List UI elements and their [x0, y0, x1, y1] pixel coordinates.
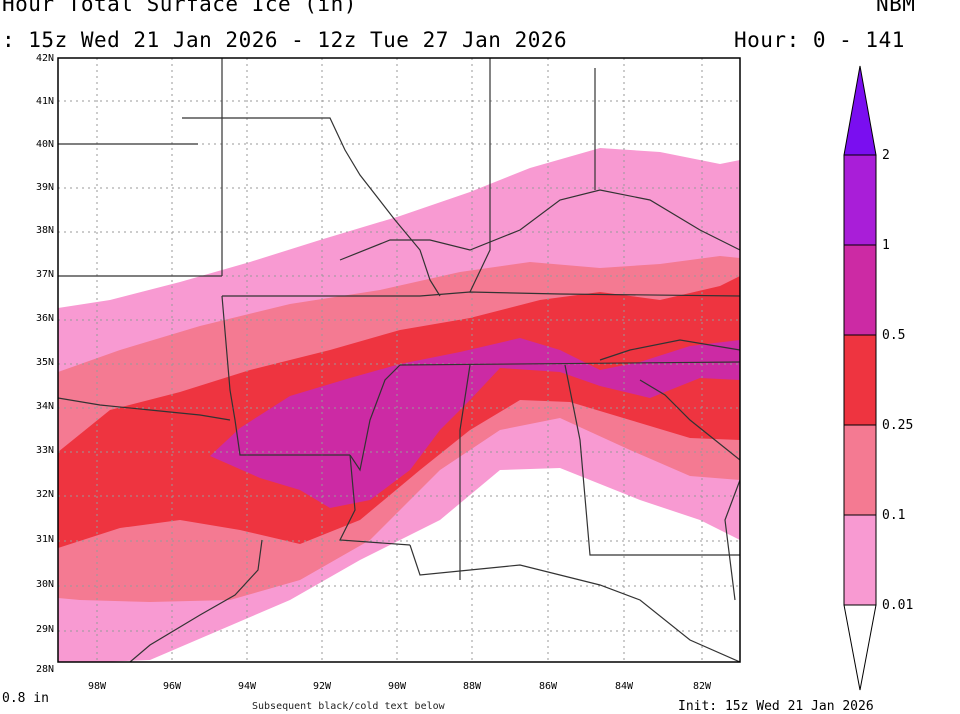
legend-label: 2: [882, 148, 890, 163]
lon-label: 90W: [387, 681, 407, 692]
lat-label: 29N: [35, 624, 54, 635]
max-value-label: 0.8 in: [2, 691, 49, 706]
lon-label: 94W: [237, 681, 257, 692]
legend-swatch-1-2: [843, 154, 877, 246]
legend-swatch-0.25-0.5: [843, 334, 877, 426]
lat-label: 32N: [35, 489, 54, 500]
map-frame: [57, 57, 741, 663]
lat-label: 35N: [35, 357, 54, 368]
legend-label: 0.01: [882, 598, 914, 613]
lon-label: 84W: [614, 681, 634, 692]
legend-swatch-0.5-1: [843, 244, 877, 336]
lat-label: 39N: [35, 182, 54, 193]
legend-swatch-0.1-0.25: [843, 424, 877, 516]
state-borders: [58, 58, 740, 662]
legend-label: 1: [882, 238, 890, 253]
lat-label: 31N: [35, 534, 54, 545]
valid-period: : 15z Wed 21 Jan 2026 - 12z Tue 27 Jan 2…: [2, 28, 568, 52]
ice-band-0.5: [210, 338, 740, 508]
lon-label: 96W: [162, 681, 182, 692]
init-time-label: Init: 15z Wed 21 Jan 2026: [678, 699, 874, 714]
lat-label: 42N: [35, 53, 54, 64]
lat-label: 28N: [35, 664, 54, 675]
lat-label: 38N: [35, 225, 54, 236]
legend-swatch-0.01-0.1: [843, 514, 877, 606]
lat-lon-grid: [58, 58, 740, 662]
lat-label: 34N: [35, 401, 54, 412]
lon-label: 82W: [692, 681, 712, 692]
hour-range: Hour: 0 - 141: [734, 28, 905, 52]
lat-label: 30N: [35, 579, 54, 590]
lat-label: 41N: [35, 96, 54, 107]
legend-label: 0.1: [882, 508, 906, 523]
legend-label: 0.25: [882, 418, 914, 433]
lat-label: 37N: [35, 269, 54, 280]
legend-label: 0.5: [882, 328, 906, 343]
legend-colorbar: [843, 65, 877, 691]
legend-cap-bottom: [843, 604, 877, 691]
lat-label: 36N: [35, 313, 54, 324]
model-name: NBM: [876, 0, 916, 16]
lat-label: 33N: [35, 445, 54, 456]
lat-label: 40N: [35, 139, 54, 150]
map-title: Hour Total Surface Ice (in): [2, 0, 357, 16]
lon-label: 98W: [87, 681, 107, 692]
lon-label: 86W: [538, 681, 558, 692]
lon-label: 92W: [312, 681, 332, 692]
lon-label: 88W: [462, 681, 482, 692]
legend-cap-top: [843, 65, 877, 156]
footer-note: Subsequent black/cold text below: [252, 701, 445, 712]
